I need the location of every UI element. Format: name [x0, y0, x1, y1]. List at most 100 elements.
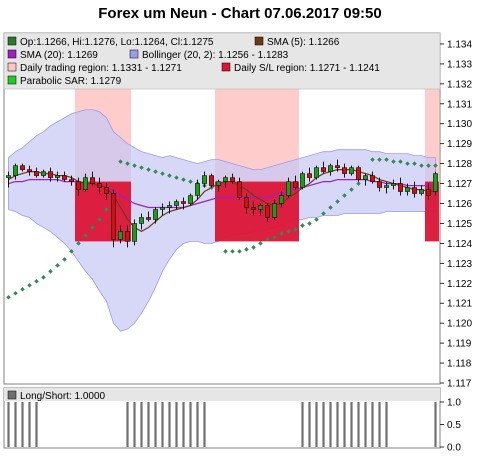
candle-body [349, 167, 354, 174]
candle-body [48, 171, 53, 178]
longshort-bars [7, 402, 437, 447]
candle-body [111, 193, 116, 240]
legend-label-3: Bollinger (20, 2): 1.1256 - 1.1283 [142, 50, 289, 61]
candle-body [55, 175, 60, 178]
legend-swatch-3 [129, 49, 139, 59]
longshort-bar [364, 402, 367, 447]
candle-body [314, 167, 319, 178]
candle-body [146, 217, 151, 220]
longshort-bar [322, 402, 325, 447]
longshort-bar [189, 402, 192, 447]
longshort-bar [175, 402, 178, 447]
y-axis: 1.134 1.133 1.132 1.131 1.130 1.129 1.128 1.127… [440, 39, 472, 390]
legend-swatch-1 [254, 36, 264, 46]
candle-body [41, 171, 46, 176]
longshort-bar [14, 402, 17, 447]
candle-body [244, 197, 249, 208]
sl-region-1 [215, 181, 299, 242]
sar-point [286, 229, 291, 234]
candle-body [209, 175, 214, 186]
candle-body [6, 175, 11, 178]
longshort-bar [182, 402, 185, 447]
y-tick-label: 1.134 [447, 39, 472, 50]
sub-y-tick-label: 0.5 [447, 420, 461, 431]
candle-body [13, 165, 18, 176]
legend-swatch-2 [7, 49, 17, 59]
candle-body [188, 195, 193, 204]
candle-body [328, 165, 333, 172]
longshort-bar [308, 402, 311, 447]
sar-point [55, 263, 60, 268]
longshort-y-axis: 1.0 0.5 0.0 [440, 398, 461, 454]
candle-body [139, 217, 144, 224]
longshort-bar [203, 402, 206, 447]
sar-point [97, 217, 102, 222]
sar-point [76, 241, 81, 246]
candle-body [370, 175, 375, 182]
candle-body [237, 181, 242, 198]
candle-body [307, 173, 312, 178]
longshort-bar [140, 402, 143, 447]
y-tick-label: 1.133 [447, 59, 472, 70]
candle-body [426, 189, 431, 196]
y-tick-label: 1.128 [447, 159, 472, 170]
sub-y-tick-label: 0.0 [447, 443, 461, 454]
y-tick-label: 1.126 [447, 199, 472, 210]
candle-body [279, 195, 284, 204]
chart-title: Forex um Neun - Chart 07.06.2017 09:50 [98, 5, 381, 22]
candle-body [69, 179, 74, 182]
longshort-bar [385, 402, 388, 447]
y-tick-label: 1.132 [447, 79, 472, 90]
candle-body [76, 181, 81, 190]
candle-body [195, 183, 200, 196]
candle-body [293, 181, 298, 188]
candle-body [258, 205, 263, 210]
sar-point [356, 181, 361, 186]
legend-label-0: Op:1.1266, Hi:1.1276, Lo:1.1264, Cl:1.12… [20, 37, 214, 48]
longshort-bar [126, 402, 129, 447]
y-tick-label: 1.130 [447, 119, 472, 130]
candle-body [202, 175, 207, 184]
candle-body [286, 181, 291, 196]
sar-point [328, 205, 333, 210]
longshort-bar [357, 402, 360, 447]
candle-body [132, 223, 137, 242]
candle-body [391, 183, 396, 186]
candle-body [104, 187, 109, 194]
candle-body [356, 167, 361, 180]
longshort-bar [301, 402, 304, 447]
legend-label-4: Daily trading region: 1.1331 - 1.1271 [20, 63, 182, 74]
main-plot [6, 61, 439, 332]
longshort-bar [21, 402, 24, 447]
candle-body [363, 175, 368, 180]
longshort-bar [343, 402, 346, 447]
longshort-bar [350, 402, 353, 447]
y-tick-label: 1.127 [447, 179, 472, 190]
sar-point [90, 225, 95, 230]
trading-region-2 [425, 61, 439, 182]
longshort-bar [133, 402, 136, 447]
candle-body [153, 209, 158, 220]
candle-body [20, 165, 25, 170]
longshort-bar [196, 402, 199, 447]
longshort-bar [329, 402, 332, 447]
candle-body [412, 187, 417, 194]
sub-y-tick-label: 1.0 [447, 398, 461, 409]
y-tick-label: 1.118 [447, 359, 472, 370]
candle-body [174, 201, 179, 206]
longshort-legend-box [4, 388, 440, 401]
legend-label-1: SMA (5): 1.1266 [267, 37, 340, 48]
legend: Op:1.1266, Hi:1.1276, Lo:1.1264, Cl:1.12… [7, 36, 380, 87]
legend-label-6: Parabolic SAR: 1.1279 [20, 76, 122, 87]
legend-swatch-6 [7, 75, 17, 85]
candle-body [223, 177, 228, 182]
longshort-bar [371, 402, 374, 447]
y-tick-label: 1.122 [447, 279, 472, 290]
sar-point [104, 207, 109, 212]
sar-point [125, 161, 130, 166]
legend-label-5: Daily S/L region: 1.1271 - 1.1241 [234, 63, 380, 74]
longshort-bar [28, 402, 31, 447]
y-tick-label: 1.121 [447, 299, 472, 310]
candle-body [230, 177, 235, 182]
